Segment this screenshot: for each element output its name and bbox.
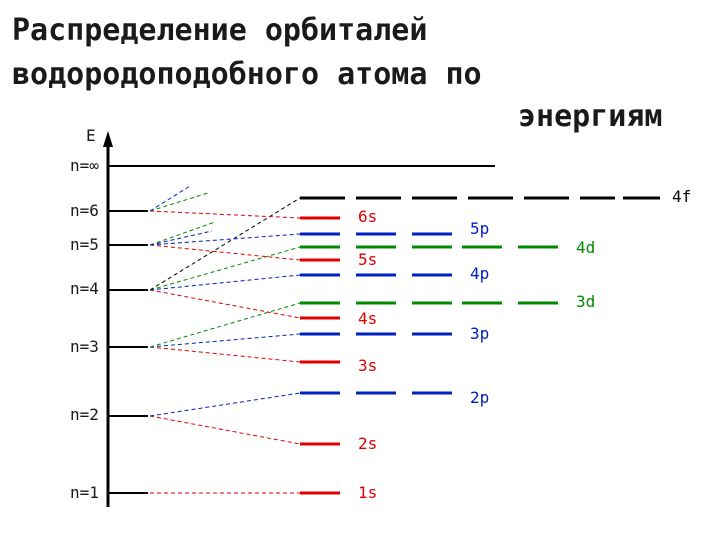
orbital-label-5p: 5p [470,219,489,238]
orbital-label-2p: 2p [470,388,489,407]
level-label-n-1: n=1 [70,483,99,502]
level-label-n-5: n=5 [70,235,99,254]
title-line-1: Распределение орбиталей [12,13,428,48]
title-line-3: энергиям [518,99,663,134]
correlation-lines [149,185,301,494]
orbital-label-4f: 4f [672,187,691,206]
orbital-label-1s: 1s [358,483,377,502]
orbital-label-3s: 3s [358,356,377,375]
correlation-line [149,192,209,212]
correlation-line [149,197,301,291]
correlation-line [149,346,301,363]
energy-axis-label: E [86,126,96,145]
orbital-label-3p: 3p [470,324,489,343]
level-label-n-infinity: n=∞ [70,156,99,175]
level-label-n-4: n=4 [70,279,99,298]
correlation-line [149,185,191,212]
correlation-line [149,221,216,246]
energy-axis-arrowhead [103,131,113,147]
orbital-label-5s: 5s [358,250,377,269]
level-label-n-6: n=6 [70,201,99,220]
orbital-label-4p: 4p [470,264,489,283]
level-ticks [108,210,148,494]
correlation-line [149,302,301,348]
orbital-labels: 1s 2s 2p 3s 3p 4s 3d 4p 5s 4d 5p 6s 4f [358,187,691,502]
orbital-levels [300,196,660,495]
title-line-2: водородоподобного атома по [12,57,482,92]
orbital-label-3d: 3d [576,292,595,311]
orbital-label-4d: 4d [576,238,595,257]
correlation-line [149,392,301,417]
level-label-n-3: n=3 [70,337,99,356]
orbital-label-6s: 6s [358,207,377,226]
correlation-line [149,415,301,445]
level-label-n-2: n=2 [70,405,99,424]
correlation-line [149,230,213,246]
orbital-label-4s: 4s [358,309,377,328]
correlation-line [149,244,301,261]
correlation-line [149,246,301,291]
correlation-line [149,289,301,319]
correlation-line [149,274,301,291]
orbital-label-2s: 2s [358,434,377,453]
level-labels: n=∞ n=6 n=5 n=4 n=3 n=2 n=1 [70,156,99,502]
